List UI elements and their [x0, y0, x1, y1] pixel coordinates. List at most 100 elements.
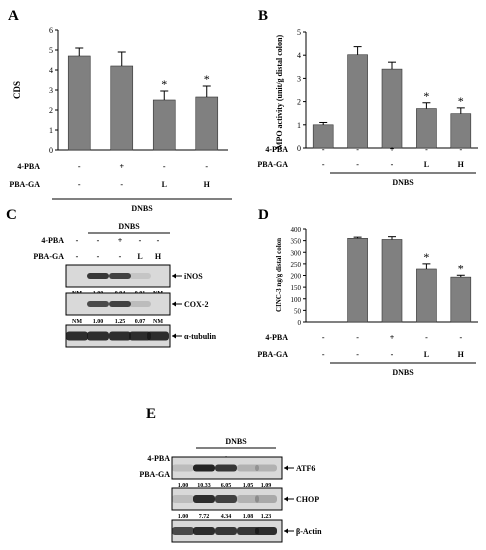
quantification-value: 1.00	[178, 514, 189, 520]
treatment-cell: -	[97, 236, 100, 245]
quantification-value: 0.07	[135, 319, 146, 325]
bar	[450, 276, 472, 323]
blot-band	[129, 273, 151, 279]
significance-star: *	[161, 77, 167, 91]
blot-label: β-Actin	[296, 527, 322, 536]
group-label: DNBS	[118, 222, 140, 231]
blot-band	[109, 301, 131, 307]
quantification-value: 1.25	[115, 319, 126, 325]
y-tick-label: 100	[291, 296, 302, 304]
quantification-value: 1.09	[261, 483, 272, 489]
treatment-cell: +	[119, 162, 124, 171]
panel-b: B 0 1 2 3 4 5 MPO activity (unit/g distal colon…	[257, 8, 478, 187]
treatment-cell: -	[139, 236, 142, 245]
quantification-value: 10.33	[197, 483, 211, 489]
y-tick-label: 5	[49, 46, 53, 55]
treatment-cell: -	[322, 333, 325, 342]
y-tick-label: 0	[297, 144, 301, 153]
bar	[67, 55, 91, 151]
quantification-value: 6.05	[221, 483, 232, 489]
blot-band	[237, 495, 259, 503]
bar	[416, 268, 437, 323]
quantification-value: 7.72	[199, 514, 210, 520]
bar	[110, 65, 134, 151]
y-tick-label: 4	[49, 66, 53, 75]
blot-label: CHOP	[296, 495, 319, 504]
blot-band	[172, 464, 194, 472]
bar	[347, 54, 368, 149]
treatment-cell: +	[390, 145, 395, 154]
blot-label: COX-2	[184, 300, 208, 309]
blot-band	[109, 273, 131, 279]
significance-star: *	[204, 72, 210, 86]
treatment-cell: -	[119, 252, 122, 261]
treatment-cell: -	[97, 252, 100, 261]
blot-band	[87, 273, 109, 279]
panel-letter: E	[146, 406, 156, 422]
y-tick-label: 5	[297, 28, 301, 37]
treatment-cell: -	[76, 252, 79, 261]
blot-band	[87, 331, 109, 341]
blot-label: ATF6	[296, 464, 315, 473]
arrow-head-icon	[284, 465, 288, 471]
treatment-cell: -	[356, 145, 359, 154]
y-tick-label: 50	[294, 307, 302, 315]
treatment-row-label: PBA-GA	[9, 180, 40, 189]
treatment-row-label: PBA-GA	[257, 350, 288, 359]
y-axis-label: MPO activity (unit/g distal colon)	[275, 35, 284, 150]
treatment-cell: L	[137, 252, 142, 261]
blot-band	[215, 464, 237, 472]
arrow-head-icon	[172, 333, 176, 339]
blot-band	[193, 527, 215, 535]
treatment-cell: -	[205, 162, 208, 171]
treatment-row-label: 4-PBA	[265, 145, 288, 154]
y-tick-label: 1	[49, 126, 53, 135]
blot-band	[66, 331, 88, 341]
treatment-row-label: 4-PBA	[41, 236, 64, 245]
treatment-cell: -	[356, 350, 359, 359]
arrow-head-icon	[284, 496, 288, 502]
y-tick-label: 3	[49, 86, 53, 95]
blot-band	[255, 495, 277, 503]
treatment-cell: -	[78, 180, 81, 189]
blot-band	[172, 495, 194, 503]
blot-band	[215, 495, 237, 503]
blot-band	[237, 464, 259, 472]
y-tick-label: 250	[291, 261, 302, 269]
y-tick-label: 350	[291, 238, 302, 246]
treatment-cell: L	[162, 180, 167, 189]
quantification-value: 1.08	[243, 514, 254, 520]
treatment-cell: -	[459, 333, 462, 342]
bar	[450, 113, 472, 149]
y-axis-label: CDS	[12, 81, 22, 99]
bar	[347, 238, 368, 323]
treatment-cell: -	[391, 160, 394, 169]
treatment-row-label: PBA-GA	[257, 160, 288, 169]
treatment-cell: L	[424, 350, 429, 359]
y-tick-label: 0	[49, 146, 53, 155]
treatment-cell: -	[356, 333, 359, 342]
bar	[152, 99, 176, 151]
blot-band	[129, 331, 151, 341]
y-tick-label: 1	[297, 121, 301, 130]
treatment-cell: H	[458, 160, 465, 169]
significance-star: *	[458, 94, 464, 108]
y-tick-label: 4	[297, 51, 301, 60]
treatment-cell: -	[76, 236, 79, 245]
treatment-row-label: PBA-GA	[33, 252, 64, 261]
panel-e: EDNBS4-PBA--+--PBA-GA---LHATF61.0010.336…	[139, 406, 322, 543]
blot-band	[215, 527, 237, 535]
group-label: DNBS	[392, 368, 414, 377]
bar	[416, 108, 437, 149]
y-tick-label: 2	[49, 106, 53, 115]
quantification-value: NM	[72, 319, 82, 325]
blot-band	[193, 464, 215, 472]
y-tick-label: 200	[291, 273, 302, 281]
bar	[381, 239, 403, 323]
blot-band	[255, 464, 277, 472]
y-tick-label: 3	[297, 74, 301, 83]
y-axis-label: CINC-3 ng/g distal colon	[275, 238, 283, 312]
panel-d: D 0 50 100 150 200 250 300 350 400 CINC-3 ng/g dis…	[257, 207, 478, 377]
blot-label: α-tubulin	[184, 332, 217, 341]
bar	[195, 96, 219, 151]
